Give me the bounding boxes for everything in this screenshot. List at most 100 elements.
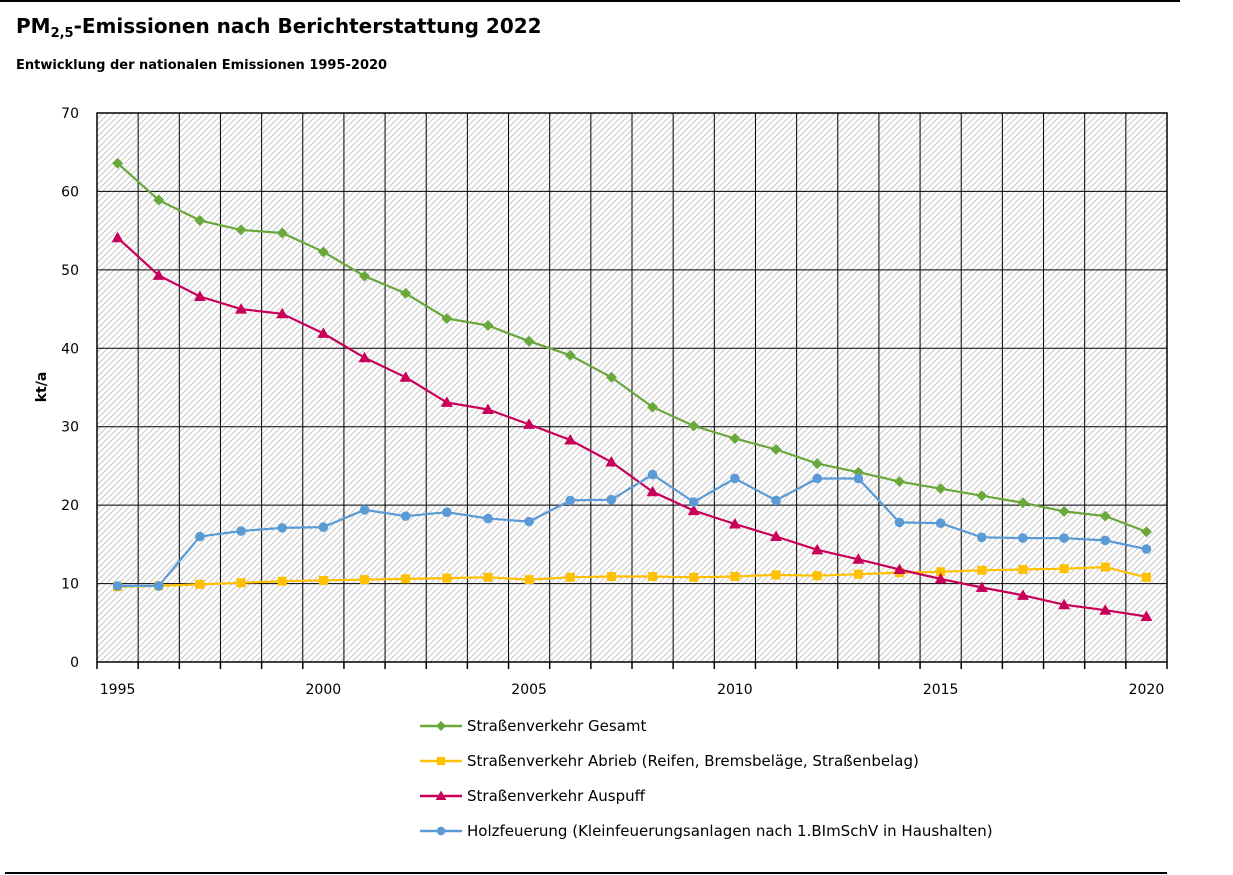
data-point (195, 531, 205, 542)
data-point (401, 574, 411, 584)
data-point (318, 575, 328, 585)
data-point (442, 573, 452, 583)
series-2 (113, 562, 1151, 592)
x-tick-label: 2020 (1129, 682, 1165, 698)
data-point (1059, 533, 1069, 543)
data-point (688, 420, 700, 432)
data-point (976, 490, 988, 502)
y-tick-label: 70 (61, 106, 79, 122)
data-point (894, 476, 905, 488)
grid-lines (97, 113, 1167, 662)
chart-subtitle: Entwicklung der nationalen Emissionen 19… (16, 58, 388, 73)
title-subscript: 2,5 (50, 26, 74, 41)
data-point (565, 495, 576, 506)
data-point (360, 575, 369, 585)
data-point (399, 371, 412, 382)
data-point (112, 157, 124, 169)
data-point (277, 523, 287, 533)
data-point (481, 403, 494, 414)
series-line (116, 236, 1147, 618)
data-point (317, 327, 330, 338)
data-point (689, 572, 699, 582)
data-point (440, 396, 453, 407)
data-point (1018, 564, 1028, 574)
bottom-rule (5, 872, 1167, 874)
y-tick-label: 30 (61, 420, 79, 436)
data-point (853, 569, 863, 579)
data-point (1099, 510, 1111, 522)
data-point (647, 401, 659, 413)
data-point (483, 513, 493, 524)
series-4 (112, 469, 1152, 591)
top-rule (0, 0, 1180, 2)
data-point (977, 532, 987, 543)
data-point (648, 572, 658, 582)
data-point (687, 504, 700, 516)
data-point (276, 307, 289, 319)
data-point (236, 578, 246, 588)
x-axis-labels: 1995 2000 2005 2010 2015 2020 (100, 682, 1164, 698)
data-point (812, 571, 822, 581)
data-point (894, 517, 905, 528)
data-point (400, 511, 411, 521)
data-point (605, 456, 618, 467)
legend-label: Straßenverkehr Auspuff (467, 787, 646, 805)
data-point (359, 505, 370, 515)
y-tick-label: 20 (61, 498, 79, 514)
legend: Straßenverkehr Gesamt Straßenverkehr Abri… (420, 717, 993, 840)
x-tick-label: 2010 (717, 682, 753, 698)
y-tick-label: 60 (61, 184, 79, 200)
title-rest: -Emissionen nach Berichterstattung 2022 (73, 14, 542, 38)
data-point (235, 303, 248, 314)
data-point (359, 270, 370, 282)
data-point (153, 194, 165, 206)
x-tick-label: 1995 (100, 682, 136, 698)
data-point (1016, 589, 1029, 600)
data-point (482, 320, 494, 332)
legend-swatch-marker (436, 826, 446, 836)
data-point (1099, 604, 1112, 615)
data-point (853, 473, 864, 484)
data-point (194, 214, 206, 226)
legend-item: Straßenverkehr Auspuff (420, 787, 646, 805)
data-point (606, 572, 616, 582)
x-axis-ticks (96, 662, 1168, 669)
data-point (1059, 564, 1069, 574)
legend-swatch-marker (436, 756, 446, 766)
data-point (1058, 505, 1070, 517)
y-axis-labels: 0 10 20 30 40 50 60 70 (61, 106, 79, 671)
data-point (728, 517, 741, 529)
series-3 (111, 231, 1153, 622)
x-tick-label: 2015 (923, 682, 959, 698)
data-point (195, 579, 205, 589)
legend-item: Straßenverkehr Gesamt (420, 717, 647, 735)
data-point (771, 570, 781, 580)
data-point (936, 567, 946, 577)
data-point (606, 494, 617, 505)
data-point (318, 522, 329, 532)
series-1 (112, 157, 1152, 538)
data-point (1018, 533, 1028, 543)
y-tick-label: 10 (61, 577, 79, 593)
series-line (116, 162, 1147, 533)
data-point (811, 458, 823, 470)
series-group (111, 157, 1153, 622)
data-point (893, 563, 906, 574)
data-point (812, 473, 822, 484)
data-point (852, 553, 865, 564)
data-point (605, 371, 617, 383)
data-point (523, 335, 535, 347)
data-point (524, 575, 534, 585)
data-point (523, 418, 536, 429)
data-point (483, 572, 493, 582)
data-point (152, 269, 165, 280)
data-point (975, 581, 988, 592)
legend-item: Straßenverkehr Abrieb (Reifen, Bremsbelä… (420, 752, 919, 770)
data-point (1141, 572, 1151, 582)
legend-label: Straßenverkehr Gesamt (467, 717, 647, 735)
y-tick-label: 0 (70, 655, 79, 671)
data-point (935, 518, 946, 528)
data-point (647, 469, 658, 480)
data-point (1141, 544, 1152, 554)
